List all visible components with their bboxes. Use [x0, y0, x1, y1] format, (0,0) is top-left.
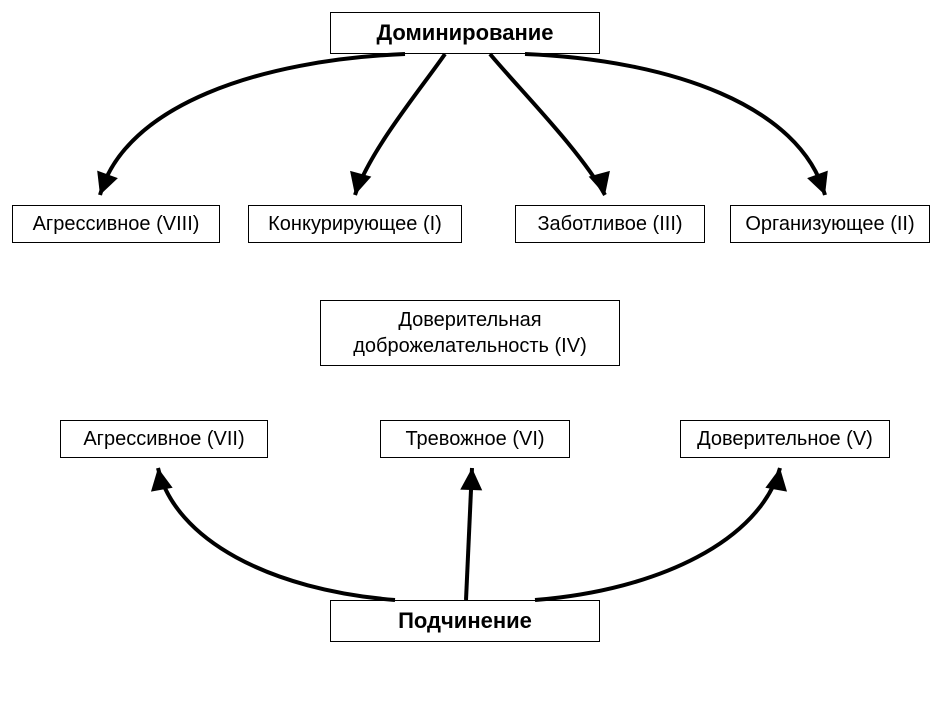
arrow-curve [490, 54, 605, 195]
arrow-curve [466, 468, 472, 600]
arrowhead-icon [765, 468, 787, 492]
node-top: Доминирование [330, 12, 600, 54]
arrowhead-icon [807, 171, 828, 195]
node-r1-c: Заботливое (III) [515, 205, 705, 243]
arrow-curve [535, 468, 780, 600]
arrow-curve [355, 54, 445, 195]
node-bottom: Подчинение [330, 600, 600, 642]
arrowhead-icon [151, 468, 173, 492]
arrow-curve [158, 468, 395, 600]
arrowhead-icon [460, 468, 482, 490]
node-r2-a: Агрессивное (VII) [60, 420, 268, 458]
arrow-curve [100, 54, 405, 195]
node-mid: Доверительная доброжелательность (IV) [320, 300, 620, 366]
arrowhead-icon [589, 171, 610, 195]
node-r2-c: Доверительное (V) [680, 420, 890, 458]
node-r1-b: Конкурирующее (I) [248, 205, 462, 243]
node-r1-d: Организующее (II) [730, 205, 930, 243]
arrowhead-icon [97, 171, 118, 195]
arrow-curve [525, 54, 825, 195]
arrowhead-icon [350, 171, 371, 195]
node-r1-a: Агрессивное (VIII) [12, 205, 220, 243]
node-r2-b: Тревожное (VI) [380, 420, 570, 458]
